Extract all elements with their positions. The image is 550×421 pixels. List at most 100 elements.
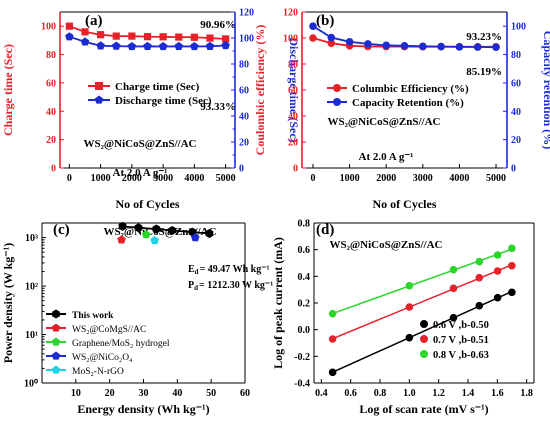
panel-c: (c) WS₂@NiCoS@ZnS//AC Ed= 49.47 Wh kg⁻¹ … [46, 222, 273, 377]
panel-c-power-density: Pd= 1212.30 W kg⁻¹ [188, 280, 273, 292]
legend-label-07v: 0.7 V ,b-0.51 [433, 335, 489, 346]
y-axis-title: Log of peak current (mA) [271, 237, 285, 369]
y-tick-label: 0.2 [298, 299, 311, 310]
series-2-point [419, 42, 427, 51]
y-right-tick-label: 20 [239, 138, 249, 149]
series-2-point [309, 22, 317, 30]
x-tick-label: 0 [67, 173, 72, 184]
series-1-point [112, 32, 120, 40]
x-tick-label: 4000 [184, 173, 204, 184]
y-tick-label: 10² [25, 282, 38, 293]
panel-b-material: WS₂@NiCoS@ZnS//AC [327, 116, 440, 128]
x-tick-label: 2000 [376, 173, 396, 184]
series-1-point [128, 32, 136, 40]
series-2-point [405, 303, 414, 311]
legend-label-capacity: Capacity Retention (%) [352, 97, 464, 109]
x-tick-label: 1000 [91, 173, 111, 184]
series-2-point [345, 37, 354, 46]
legend-marker-nico2o4 [51, 351, 61, 360]
panel-a: (a) 90.96% 93.33% WS₂@NiCoS@ZnS//AC At 2… [83, 13, 236, 179]
x-tick-label: 3000 [153, 173, 173, 184]
series-1-point [134, 223, 143, 233]
y-tick-label: 100 [41, 22, 56, 33]
series-2-point [117, 235, 126, 244]
series-1-point [65, 22, 73, 30]
series-3-point [493, 251, 502, 259]
panel-c-legend: This work WS₂@CoMgS//AC Graphene/MoS₂ hy… [46, 309, 170, 377]
series-1-point [190, 33, 198, 41]
x-tick-label: 10 [71, 388, 81, 399]
panel-b-label: (b) [316, 13, 334, 29]
panel-b: (b) 93.23% 85.19% WS₂@NiCoS@ZnS//AC At 2… [316, 13, 502, 163]
series-5-point [150, 236, 159, 245]
x-tick-label: 0.6 [344, 388, 357, 399]
legend-marker-08v [420, 350, 428, 358]
series-2-point [158, 41, 168, 51]
y-right-tick-label: 80 [239, 60, 249, 71]
x-axis-title: No of Cycles [116, 197, 180, 211]
y-tick-label: 120 [283, 8, 298, 19]
legend-label-coulombic: Columbic Efficiency (%) [352, 83, 469, 95]
y-tick-label: 0 [51, 164, 56, 175]
legend-marker-this-work [52, 309, 60, 319]
panel-a-pct-top: 90.96% [200, 19, 236, 31]
series-1-point [159, 33, 167, 41]
series-1-point [309, 34, 317, 42]
series-2-point [174, 41, 184, 50]
x-tick-label: 40 [172, 388, 182, 399]
y-tick-label: 40 [288, 112, 298, 123]
y-tick-label: 0 [293, 164, 298, 175]
y-axis-title: Charge time (Sec) [1, 44, 15, 136]
x-tick-label: 1.4 [462, 388, 475, 399]
series-2-point [508, 261, 516, 270]
x-tick-label: 1.2 [432, 388, 445, 399]
series-2-point [80, 37, 90, 46]
series-2-point [473, 43, 482, 51]
panel-4-plot: 0.4 0.6 0.8 1.0 1.2 1.4 1.6 1.8 Log of scan rate… [271, 219, 535, 416]
legend-marker-mos2-rgo [51, 365, 61, 374]
legend-marker-comgs [51, 323, 61, 332]
x-tick-label: 1.0 [403, 388, 416, 399]
x-tick-label: 60 [240, 388, 250, 399]
series-3-point [405, 281, 414, 290]
y-tick-label: 20 [288, 138, 298, 149]
y-right-tick-label: 40 [511, 107, 521, 118]
series-3-point [141, 230, 151, 239]
series-1-point [118, 221, 127, 231]
panel-d-legend: 0.6 V ,b-0.50 0.7 V ,b-0.51 0.8 V ,b-0.6… [420, 320, 489, 361]
x-tick-label: 1.8 [520, 388, 533, 399]
series-1-point [97, 31, 105, 39]
series-3-point [508, 244, 516, 253]
series-2-point [493, 267, 502, 275]
series-2-point [455, 43, 464, 51]
series-2-point [327, 33, 336, 42]
legend-marker-capacity [333, 98, 341, 106]
y-tick-label: -0.4 [294, 379, 310, 390]
x-axis-title: No of Cycles [373, 197, 437, 211]
panel-d: (d) WS₂@NiCoS@ZnS//AC 0.6 V ,b-0.50 0.7 … [316, 222, 489, 361]
legend-label-this-work: This work [72, 311, 114, 321]
series-2-point [400, 41, 409, 50]
y-right-tick-label: 0 [239, 164, 244, 175]
series-1-point [493, 293, 502, 302]
x-tick-label: 5000 [216, 173, 236, 184]
series-2-point [449, 284, 458, 293]
y-axis-right-title: Discharge time (Sec) [287, 37, 301, 142]
y-tick-label: 60 [46, 78, 56, 89]
y-tick-label: 60 [288, 86, 298, 97]
series-2-point [328, 335, 337, 343]
series-2-point [382, 41, 390, 50]
series-1-point [475, 301, 484, 310]
panel-b-pct-bottom: 85.19% [466, 66, 502, 78]
x-tick-label: 1000 [340, 173, 360, 184]
series-3-point [449, 265, 458, 274]
y-right-tick-label: 20 [511, 135, 521, 146]
y-right-tick-label: 80 [511, 50, 521, 61]
series-2-point [437, 42, 445, 51]
x-tick-label: 20 [105, 388, 115, 399]
y-tick-label: 0.6 [298, 245, 311, 256]
series-1-point [168, 226, 177, 236]
